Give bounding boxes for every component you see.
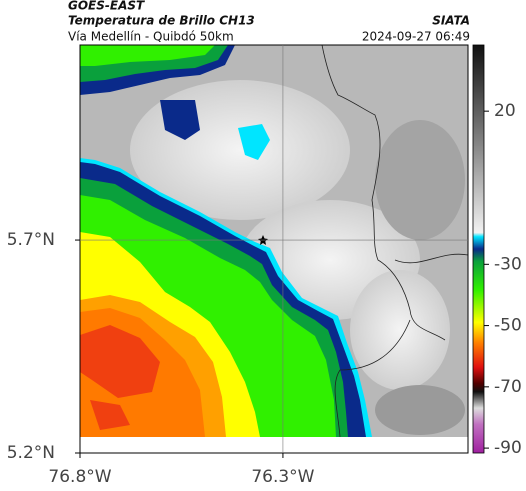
route: Vía Medellín - Quibdó 50km xyxy=(68,30,234,44)
colorbar xyxy=(472,44,485,454)
org: SIATA xyxy=(432,14,470,28)
x-tick-label: 76.8°W xyxy=(48,467,111,487)
y-tick-label: 5.2°N xyxy=(7,443,55,463)
colorbar-tick-label: -90 xyxy=(494,438,522,458)
colorbar-tick-label: 20 xyxy=(494,101,516,121)
map-image xyxy=(79,44,469,454)
colorbar-tick-label: -50 xyxy=(494,316,522,336)
colorbar-tick-label: -30 xyxy=(494,254,522,274)
y-tick-label: 5.7°N xyxy=(7,230,55,250)
x-tick-label: 76.3°W xyxy=(251,467,314,487)
satellite: GOES-EAST xyxy=(68,0,145,13)
colorbar-tick-label: -70 xyxy=(494,377,522,397)
datetime: 2024-09-27 06:49 xyxy=(362,30,470,44)
product: Temperatura de Brillo CH13 xyxy=(68,14,255,28)
